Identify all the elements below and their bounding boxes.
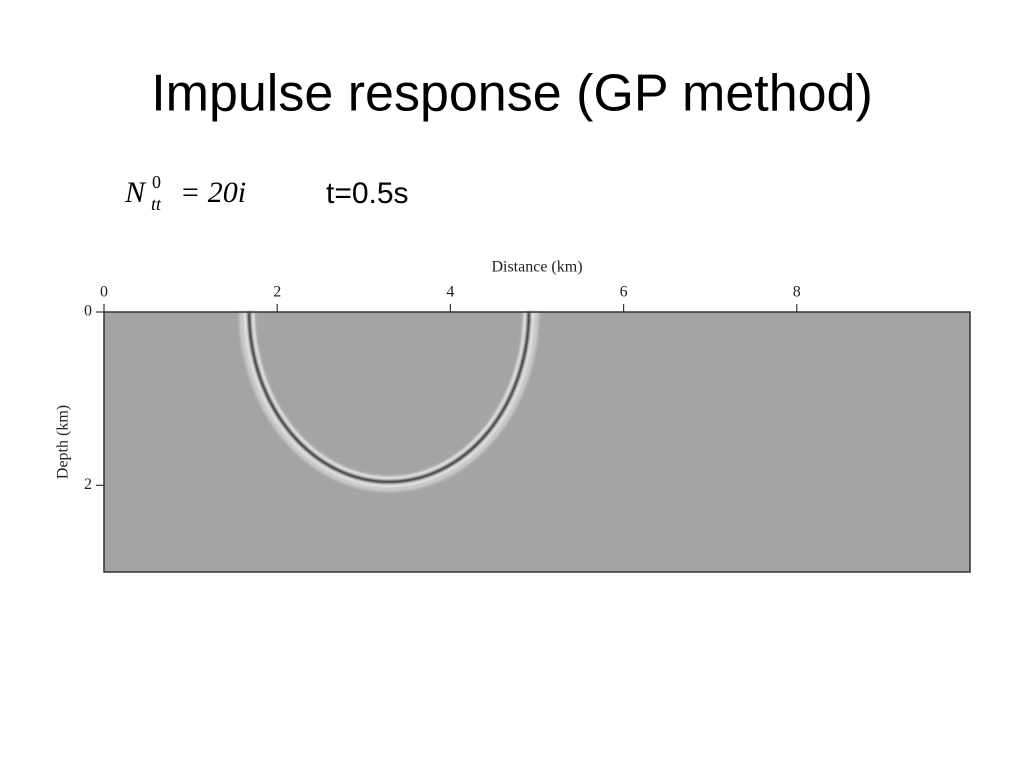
wavefront-outer — [244, 311, 534, 487]
x-tick-label: 6 — [620, 284, 628, 301]
wavefront-main — [247, 311, 531, 484]
figure: Distance (km) Depth (km) 0 2 4 6 8 0 2 — [55, 259, 971, 573]
x-tick-label: 8 — [793, 284, 801, 301]
wavefront — [239, 311, 539, 492]
slide-title: Impulse response (GP method) — [151, 65, 873, 123]
equation: N 0 tt = 20i — [124, 172, 246, 214]
y-tick-label: 2 — [84, 476, 92, 493]
x-axis-label: Distance (km) — [491, 259, 582, 276]
time-label: t=0.5s — [326, 177, 409, 210]
y-axis-label: Depth (km) — [55, 405, 72, 479]
wavefront-inner — [251, 311, 527, 480]
y-tick-label: 0 — [84, 303, 92, 320]
equation-sup: 0 — [152, 172, 161, 192]
equation-rhs: = 20i — [180, 176, 246, 209]
x-tick-label: 0 — [100, 284, 108, 301]
equation-base: N — [124, 176, 147, 209]
image-frame — [103, 311, 971, 573]
equation-sub: tt — [151, 194, 162, 214]
wavefront-halo — [239, 311, 539, 492]
x-tick-label: 2 — [273, 284, 281, 301]
x-tick-label: 4 — [446, 284, 454, 301]
image-background — [104, 312, 970, 572]
